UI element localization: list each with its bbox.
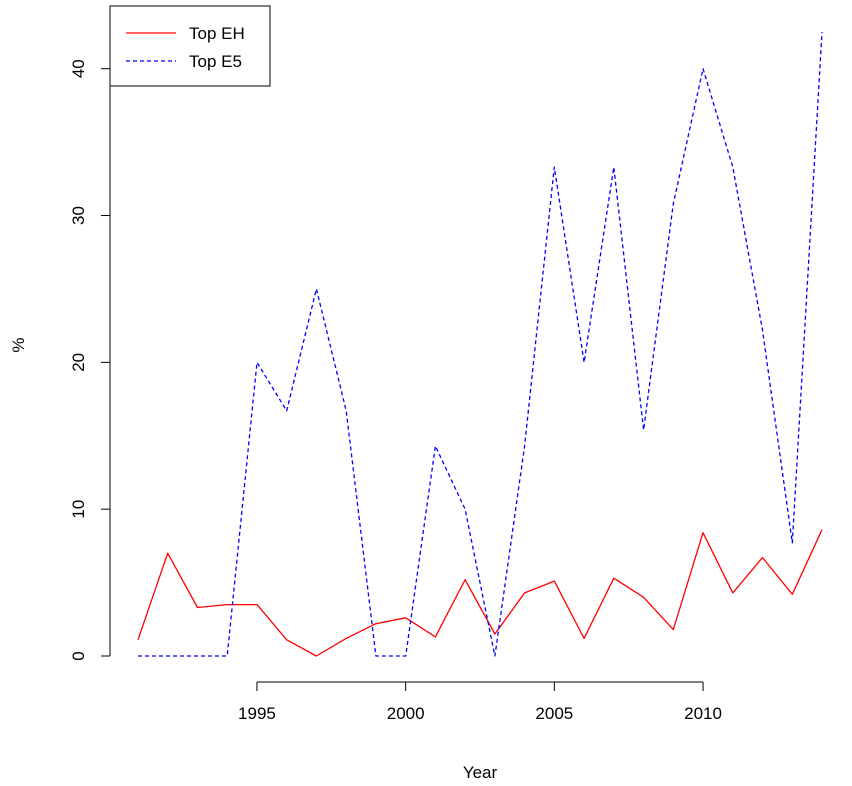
y-axis-title: % — [9, 337, 28, 352]
legend-box — [109, 5, 271, 87]
x-axis-title: Year — [463, 763, 498, 782]
x-axis: 1995 2000 2005 2010 — [238, 681, 722, 723]
y-tick-label: 20 — [69, 353, 88, 372]
x-tick-label: 1995 — [238, 704, 276, 723]
y-tick-label: 10 — [69, 500, 88, 519]
x-tick-label: 2000 — [387, 704, 425, 723]
legend-label-top-eh: Top EH — [189, 24, 245, 43]
x-tick-label: 2010 — [684, 704, 722, 723]
y-tick-label: 30 — [69, 206, 88, 225]
legend-label-top-e5: Top E5 — [189, 52, 242, 71]
series-line-top-e5 — [138, 31, 823, 657]
y-axis: 0 10 20 30 40 — [69, 59, 111, 661]
series-line-top-eh — [137, 529, 823, 657]
y-tick-label: 0 — [69, 651, 88, 660]
series-layer — [137, 31, 823, 657]
legend: Top EH Top E5 — [109, 5, 271, 87]
x-tick-label: 2005 — [535, 704, 573, 723]
y-tick-label: 40 — [69, 59, 88, 78]
